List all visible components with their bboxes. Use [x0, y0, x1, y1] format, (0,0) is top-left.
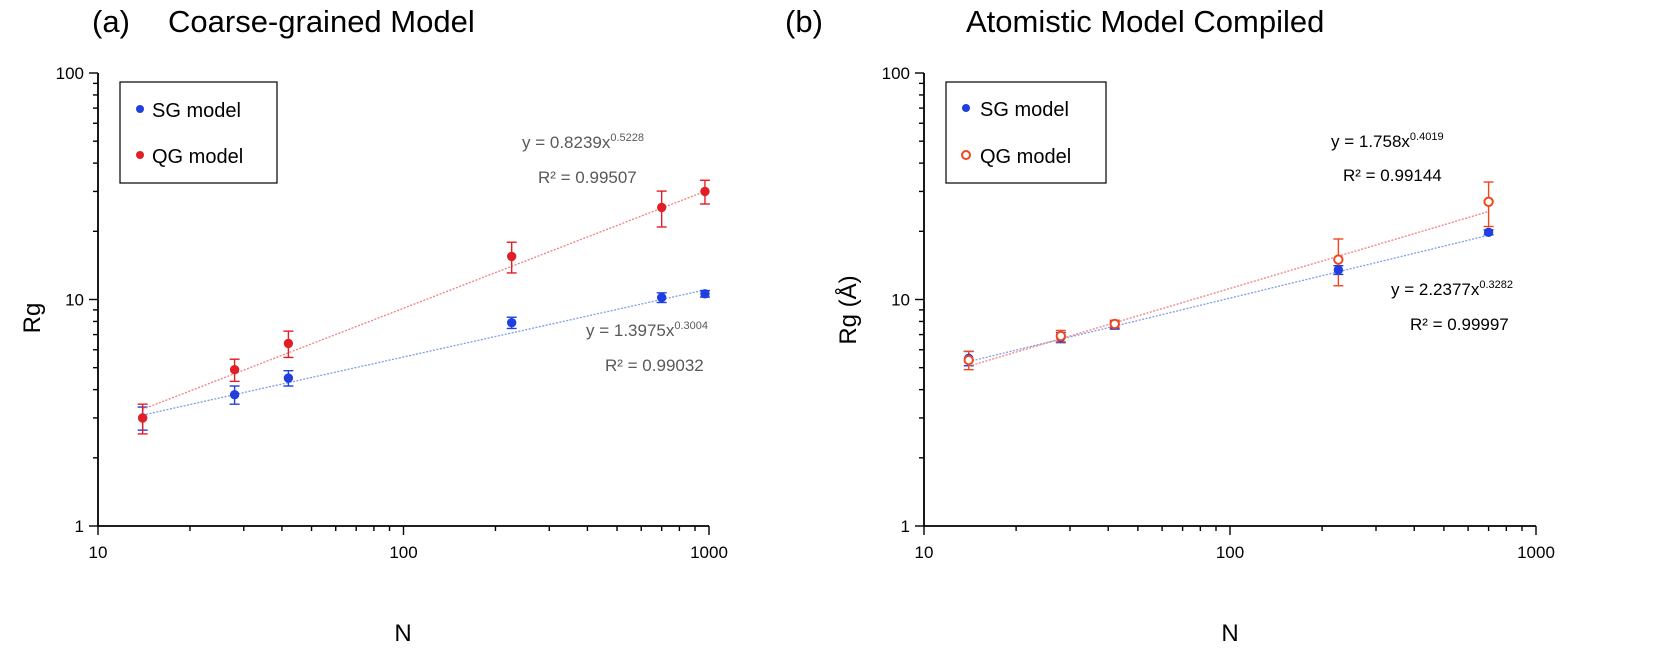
legend-b-qg-marker [961, 150, 971, 160]
data-point-b-qg-model [1333, 254, 1344, 265]
y-tick-label-b: 1 [901, 517, 910, 536]
legend-a-qg-marker [136, 151, 144, 159]
equation-a-qg-formula: y = 0.8239x0.5228 [522, 132, 644, 152]
x-tick-label-a: 10 [89, 543, 108, 562]
x-tick-label-a: 1000 [690, 543, 728, 562]
y-tick-label-a: 100 [56, 64, 84, 83]
trendline-a-qg-model [142, 190, 706, 410]
legend-b-box [945, 81, 1107, 184]
y-tick-label-a: 10 [65, 291, 84, 310]
equation-a-qg-r2: R² = 0.99507 [538, 168, 637, 187]
legend-a: SG model QG model [119, 81, 278, 184]
data-point-b-sg-model [1333, 265, 1344, 275]
trendline-a-sg-model [142, 289, 706, 416]
x-tick-label-b: 100 [1216, 543, 1244, 562]
plot-area-a: 10 100 1000 1 10 100 [56, 64, 728, 562]
data-point-a-sg-model [229, 389, 240, 400]
panel-a-title: Coarse-grained Model [168, 4, 475, 39]
equation-b-sg-formula: y = 2.2377x0.3282 [1391, 279, 1513, 299]
data-point-a-qg-model [229, 364, 240, 375]
legend-b: SG model QG model [945, 81, 1107, 184]
equation-b-sg: y = 2.2377x0.3282 R² = 0.99997 [1391, 279, 1513, 334]
data-point-b-qg-model [963, 354, 974, 366]
equation-b-qg-r2: R² = 0.99144 [1343, 166, 1442, 185]
legend-a-sg-label: SG model [152, 100, 241, 122]
panel-b-x-axis-label: N [1221, 620, 1238, 647]
panel-b-title: Atomistic Model Compiled [966, 4, 1324, 39]
data-point-a-qg-model [283, 338, 294, 349]
data-point-a-qg-model [137, 413, 148, 423]
data-point-b-qg-model [1483, 196, 1494, 207]
legend-b-sg-marker [962, 104, 970, 112]
equation-b-qg-formula: y = 1.758x0.4019 [1331, 131, 1444, 151]
x-tick-label-a: 100 [389, 543, 417, 562]
y-tick-label-b: 10 [891, 291, 910, 310]
data-point-b-sg-model [1483, 227, 1494, 238]
x-tick-label-b: 10 [915, 543, 934, 562]
x-tick-label-b: 1000 [1517, 543, 1555, 562]
y-tick-label-b: 100 [882, 64, 910, 83]
panel-b-atomistic: (b) Atomistic Model Compiled 10 100 100011… [785, 4, 1555, 647]
data-point-a-sg-model [506, 317, 517, 328]
equation-b-qg: y = 1.758x0.4019 R² = 0.99144 [1331, 131, 1444, 185]
equation-a-sg: y = 1.3975x0.3004 R² = 0.99032 [586, 320, 708, 375]
panel-a-label: (a) [92, 4, 130, 39]
panel-b-label: (b) [785, 4, 823, 39]
data-point-b-qg-model [1109, 318, 1120, 330]
equation-b-sg-r2: R² = 0.99997 [1410, 315, 1509, 334]
y-tick-label-a: 1 [75, 517, 84, 536]
data-point-a-qg-model [700, 186, 710, 197]
legend-a-qg-label: QG model [152, 146, 243, 168]
panel-a-coarse-grained: (a) Coarse-grained Model 10 100 1000 1 10 100… [19, 4, 728, 647]
equation-a-qg: y = 0.8239x0.5228 R² = 0.99507 [522, 132, 644, 187]
panel-a-y-axis-label: Rg [19, 303, 46, 334]
panel-b-y-axis-label: Rg (Å) [834, 275, 862, 344]
data-point-a-sg-model [656, 292, 667, 303]
legend-b-qg-label: QG model [980, 146, 1071, 168]
data-point-a-sg-model [700, 289, 710, 299]
legend-a-sg-marker [136, 105, 144, 113]
trendline-b-sg-model [968, 234, 1489, 363]
data-point-b-qg-model [1055, 330, 1067, 342]
plot-area-b: 10 100 1000 1 10 100 [882, 64, 1555, 562]
legend-b-sg-label: SG model [980, 99, 1069, 121]
trendline-b-qg-model [968, 210, 1489, 367]
data-point-a-qg-model [656, 202, 667, 213]
panel-a-x-axis-label: N [394, 620, 411, 647]
equation-a-sg-formula: y = 1.3975x0.3004 [586, 320, 708, 340]
data-point-a-qg-model [506, 251, 517, 262]
data-point-a-sg-model [283, 373, 294, 383]
legend-a-box [119, 81, 278, 184]
equation-a-sg-r2: R² = 0.99032 [605, 356, 704, 375]
